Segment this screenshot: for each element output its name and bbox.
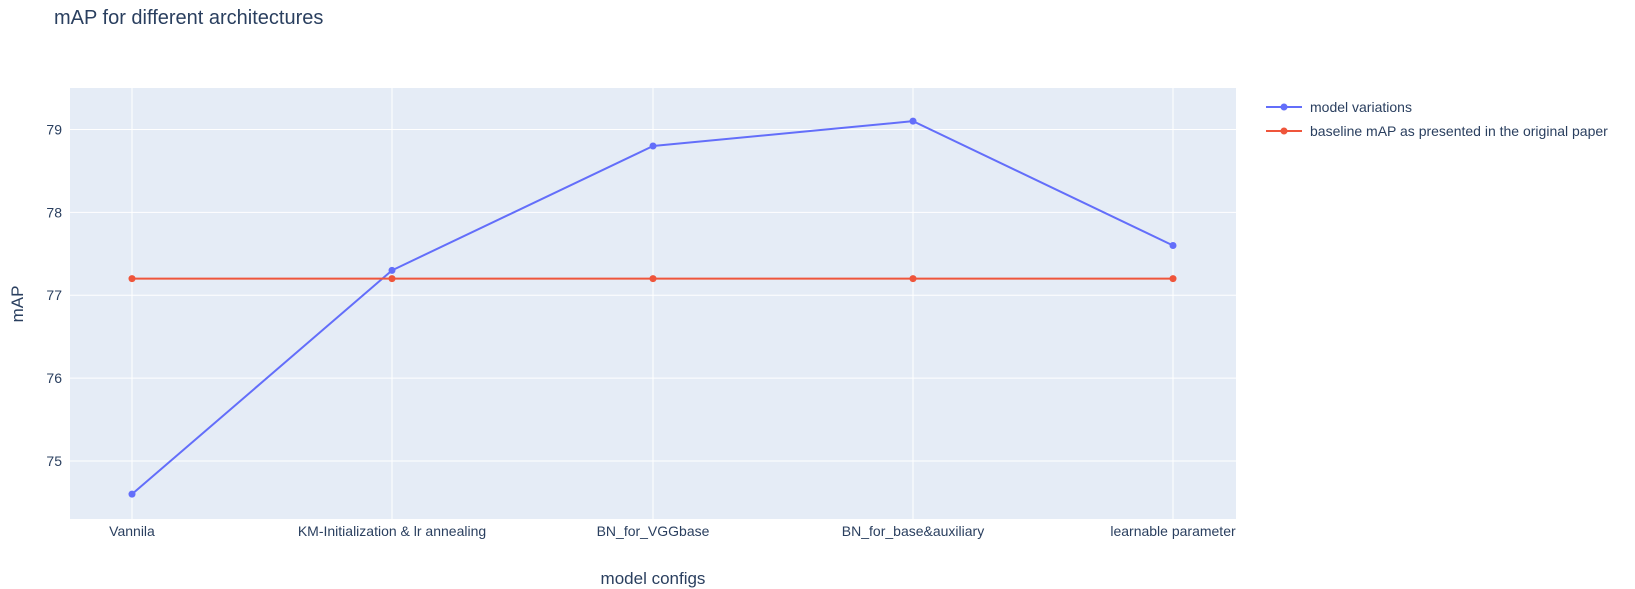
legend-marker	[1280, 103, 1288, 111]
data-point	[1169, 275, 1177, 283]
y-tick-label: 78	[46, 204, 62, 220]
data-point	[649, 142, 657, 150]
series-2	[128, 275, 1177, 283]
legend-label: baseline mAP as presented in the origina…	[1310, 123, 1608, 139]
data-point	[388, 266, 396, 274]
data-point	[388, 275, 396, 283]
data-point	[909, 117, 917, 125]
x-tick-label: learnable parameter	[1110, 523, 1236, 539]
grid-layer	[70, 88, 1236, 519]
x-tick-label: KM-Initialization & lr annealing	[298, 523, 486, 539]
chart-title: mAP for different architectures	[54, 7, 323, 29]
y-tick-label: 77	[46, 287, 62, 303]
data-point	[909, 275, 917, 283]
y-tick-label: 76	[46, 370, 62, 386]
x-tick-label: Vannila	[109, 523, 155, 539]
series-1	[128, 117, 1177, 498]
series-layer	[128, 117, 1177, 498]
y-tick-label: 75	[46, 453, 62, 469]
y-axis-title: mAP	[8, 286, 27, 323]
legend-item[interactable]: model variations	[1266, 99, 1412, 115]
legend: model variations baseline mAP as presente…	[1266, 99, 1608, 139]
x-axis-ticks: Vannila KM-Initialization & lr annealing B…	[109, 523, 1236, 539]
x-axis-title: model configs	[601, 569, 706, 588]
x-tick-label: BN_for_VGGbase	[597, 523, 710, 539]
legend-label: model variations	[1310, 99, 1412, 115]
data-point	[128, 275, 136, 283]
legend-item[interactable]: baseline mAP as presented in the origina…	[1266, 123, 1608, 139]
data-point	[128, 490, 136, 498]
y-axis-ticks: 75 76 77 78 79	[46, 121, 62, 469]
data-point	[649, 275, 657, 283]
y-tick-label: 79	[46, 121, 62, 137]
data-point	[1169, 241, 1177, 249]
x-tick-label: BN_for_base&auxiliary	[842, 523, 984, 539]
legend-marker	[1280, 127, 1288, 135]
